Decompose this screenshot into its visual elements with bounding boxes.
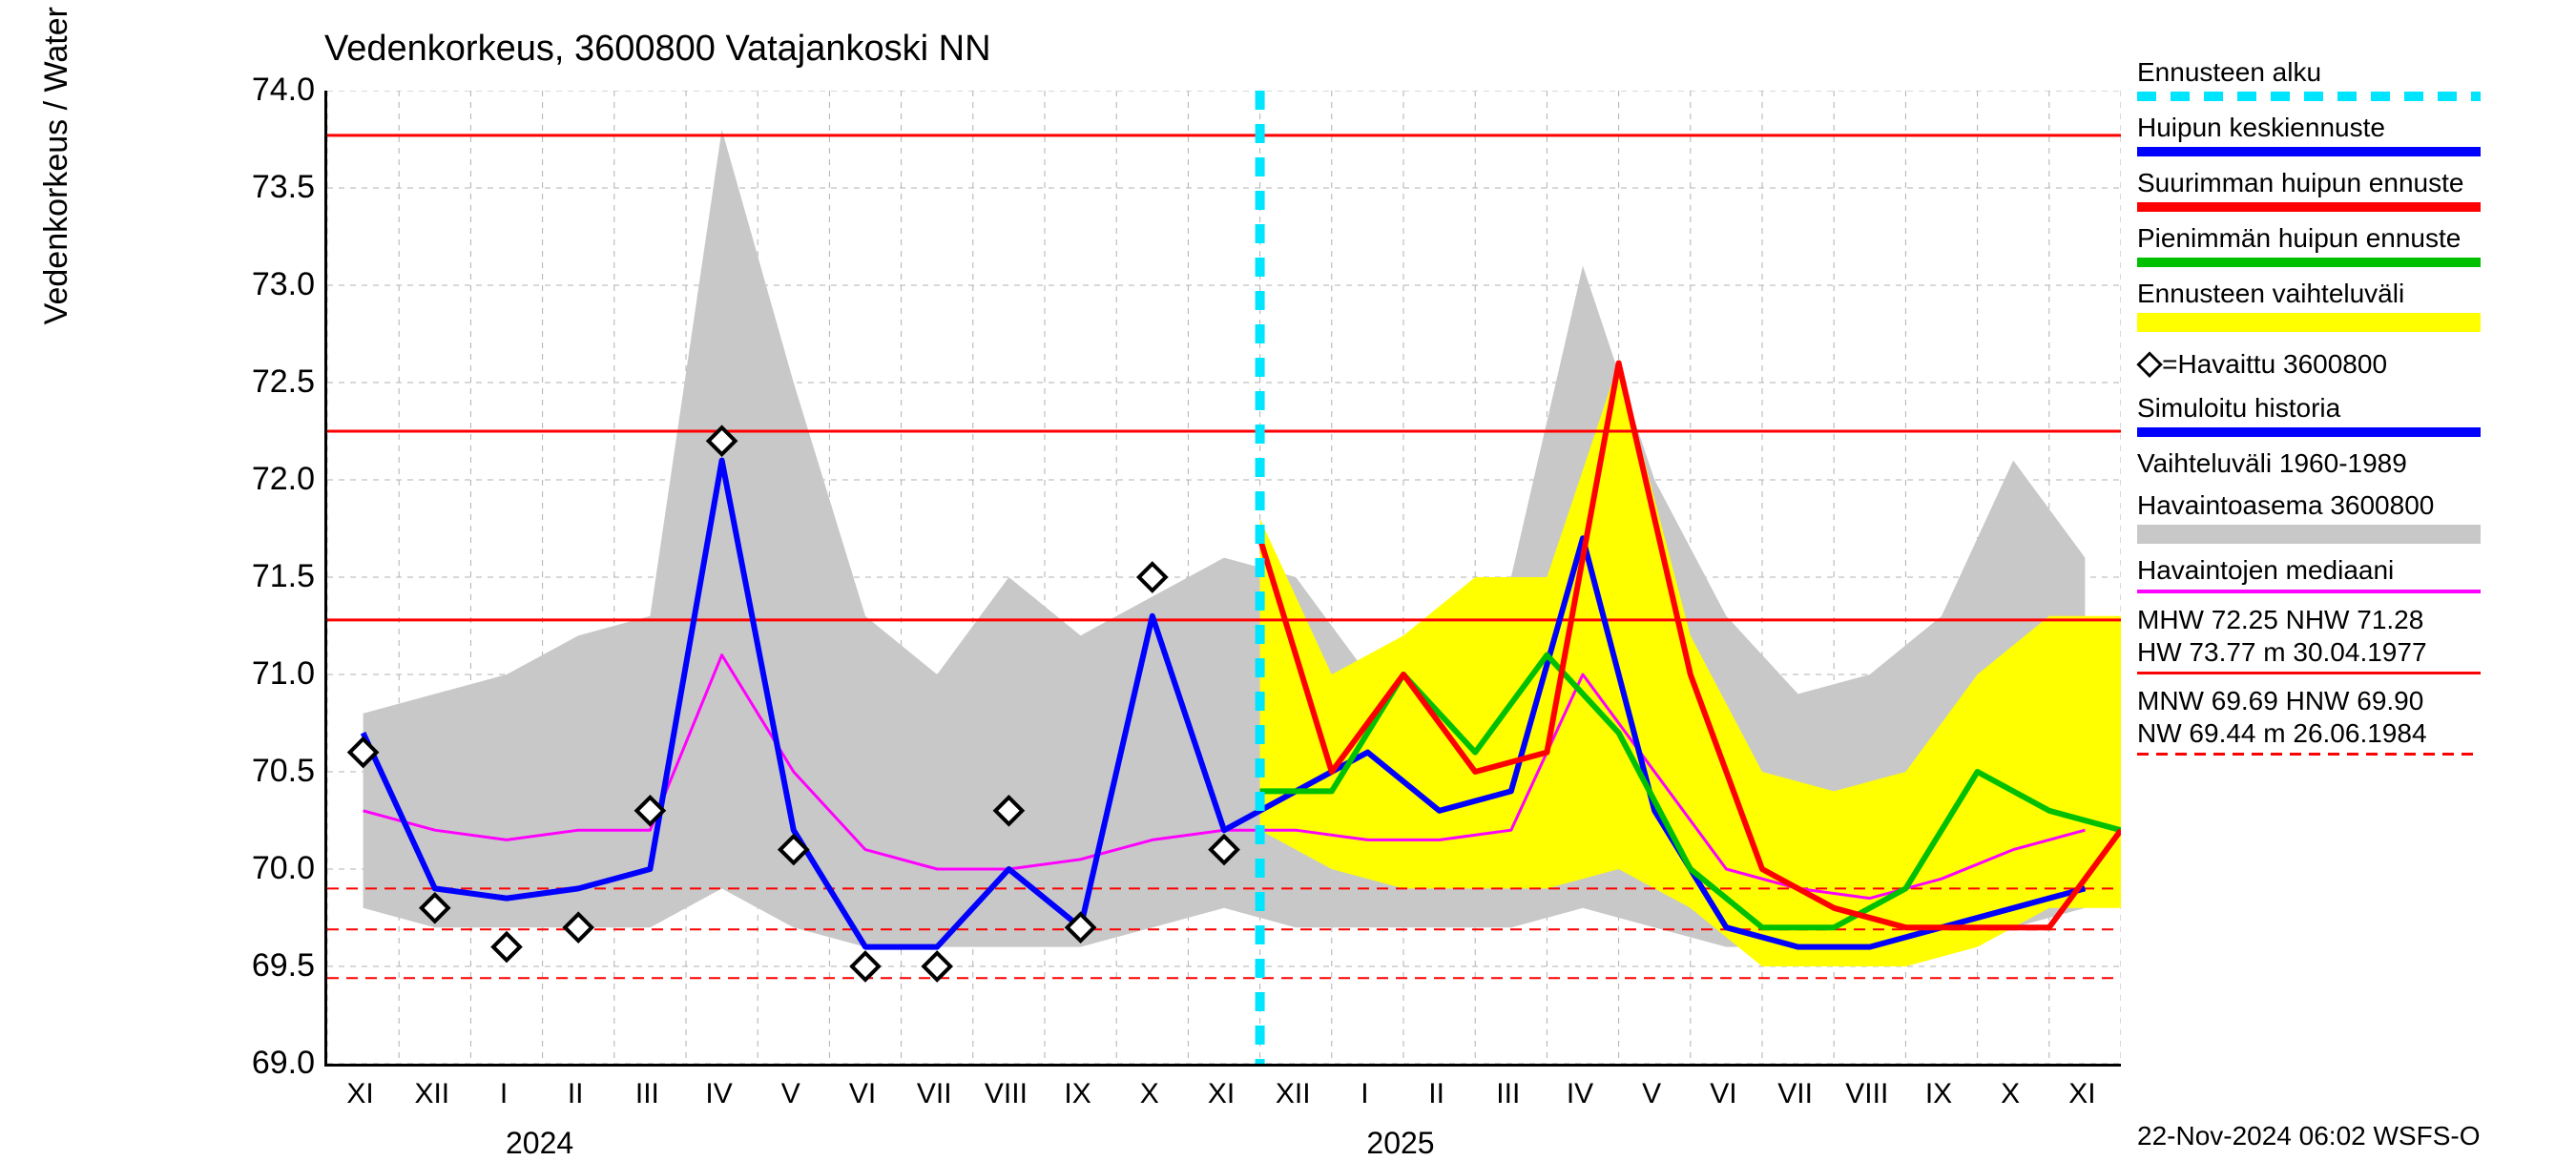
year-label: 2024: [506, 1126, 573, 1161]
stat-line: MNW 69.69 HNW 69.90: [2137, 686, 2557, 716]
legend-item: Huipun keskiennuste: [2137, 113, 2557, 156]
legend-item: Ennusteen alku: [2137, 57, 2557, 101]
x-tick-label: IV: [705, 1078, 732, 1110]
year-label: 2025: [1366, 1126, 1434, 1161]
x-tick-label: X: [2001, 1078, 2020, 1110]
x-tick-label: IV: [1567, 1078, 1593, 1110]
x-tick-label: VII: [917, 1078, 952, 1110]
x-tick-label: VIII: [1845, 1078, 1888, 1110]
x-tick-label: V: [781, 1078, 800, 1110]
x-tick-label: II: [1428, 1078, 1444, 1110]
stat-rule: [2137, 672, 2481, 674]
x-tick-label: XII: [414, 1078, 449, 1110]
x-tick-label: I: [1361, 1078, 1368, 1110]
x-tick-label: VI: [1710, 1078, 1736, 1110]
stat-rule: [2137, 753, 2481, 756]
timestamp-label: 22-Nov-2024 06:02 WSFS-O: [2137, 1121, 2481, 1151]
legend-item: ◇=Havaittu 3600800: [2137, 343, 2557, 382]
x-tick-label: V: [1642, 1078, 1661, 1110]
x-tick-label: XI: [1208, 1078, 1235, 1110]
y-axis-label: Vedenkorkeus / Water level NN+m: [38, 0, 75, 324]
chart-container: Vedenkorkeus, 3600800 Vatajankoski NN Ve…: [0, 0, 2576, 1145]
y-tick-label: 72.0: [219, 461, 315, 498]
x-tick-label: IX: [1064, 1078, 1091, 1110]
y-tick-label: 69.0: [219, 1045, 315, 1082]
stat-line: NW 69.44 m 26.06.1984: [2137, 718, 2557, 749]
stat-line: HW 73.77 m 30.04.1977: [2137, 637, 2557, 668]
x-tick-label: XI: [2068, 1078, 2095, 1110]
x-tick-label: I: [500, 1078, 508, 1110]
x-tick-label: VII: [1777, 1078, 1813, 1110]
chart-title: Vedenkorkeus, 3600800 Vatajankoski NN: [324, 29, 991, 70]
legend-item: Ennusteen vaihteluväli: [2137, 279, 2557, 332]
x-tick-label: IX: [1925, 1078, 1952, 1110]
y-tick-label: 70.5: [219, 753, 315, 790]
legend-item: Havaintojen mediaani: [2137, 555, 2557, 593]
y-tick-label: 69.5: [219, 947, 315, 985]
legend-item: Havaintoasema 3600800: [2137, 490, 2557, 544]
x-tick-label: III: [635, 1078, 659, 1110]
legend-item: Suurimman huipun ennuste: [2137, 168, 2557, 212]
y-tick-label: 74.0: [219, 72, 315, 109]
y-tick-label: 71.5: [219, 558, 315, 595]
x-tick-label: II: [568, 1078, 584, 1110]
plot-area: [324, 91, 2121, 1067]
y-tick-label: 73.5: [219, 169, 315, 206]
y-tick-label: 70.0: [219, 850, 315, 887]
x-tick-label: XII: [1276, 1078, 1311, 1110]
legend-item: Simuloitu historia: [2137, 393, 2557, 437]
legend-item: Vaihteluväli 1960-1989: [2137, 448, 2557, 479]
x-tick-label: X: [1140, 1078, 1159, 1110]
stat-line: MHW 72.25 NHW 71.28: [2137, 605, 2557, 635]
x-tick-label: XI: [346, 1078, 373, 1110]
x-tick-label: VIII: [985, 1078, 1028, 1110]
x-tick-label: VI: [849, 1078, 876, 1110]
y-tick-label: 71.0: [219, 655, 315, 693]
legend-item: Pienimmän huipun ennuste: [2137, 223, 2557, 267]
y-tick-label: 72.5: [219, 363, 315, 401]
y-tick-label: 73.0: [219, 266, 315, 303]
x-tick-label: III: [1496, 1078, 1520, 1110]
legend: Ennusteen alku Huipun keskiennuste Suurimm…: [2137, 57, 2557, 767]
